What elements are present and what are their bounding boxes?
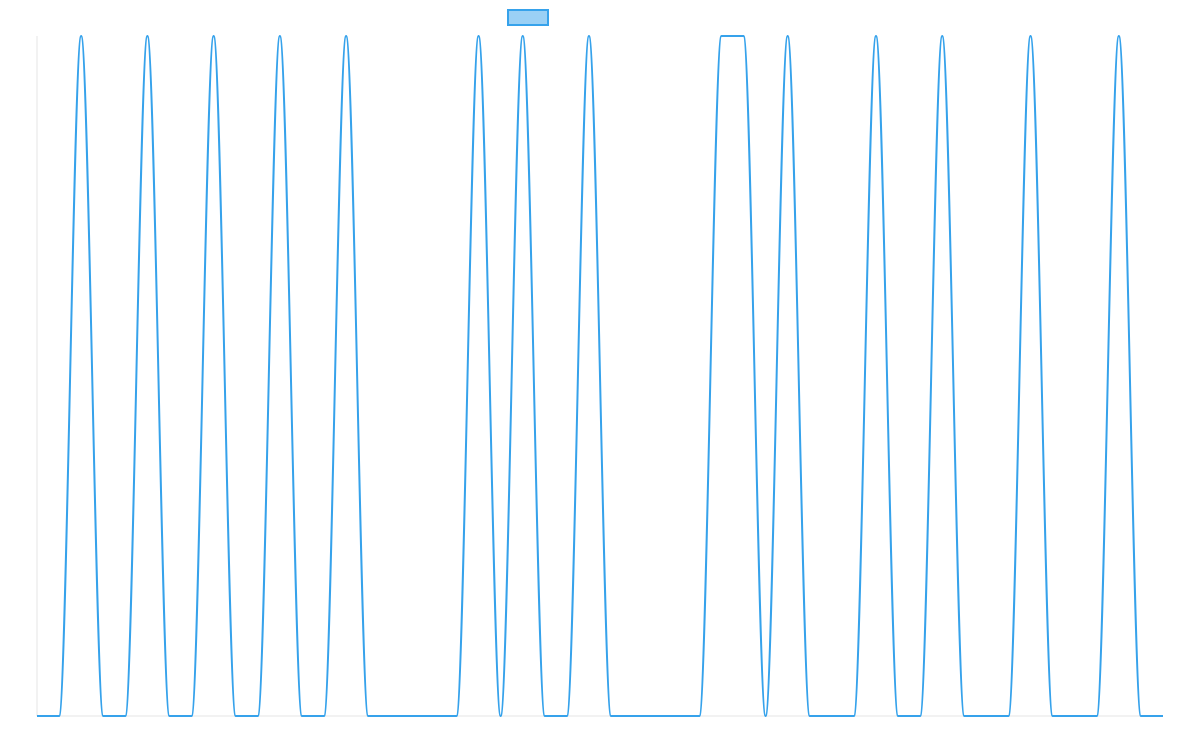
line [37,34,1163,718]
legend-swatch [507,9,549,26]
